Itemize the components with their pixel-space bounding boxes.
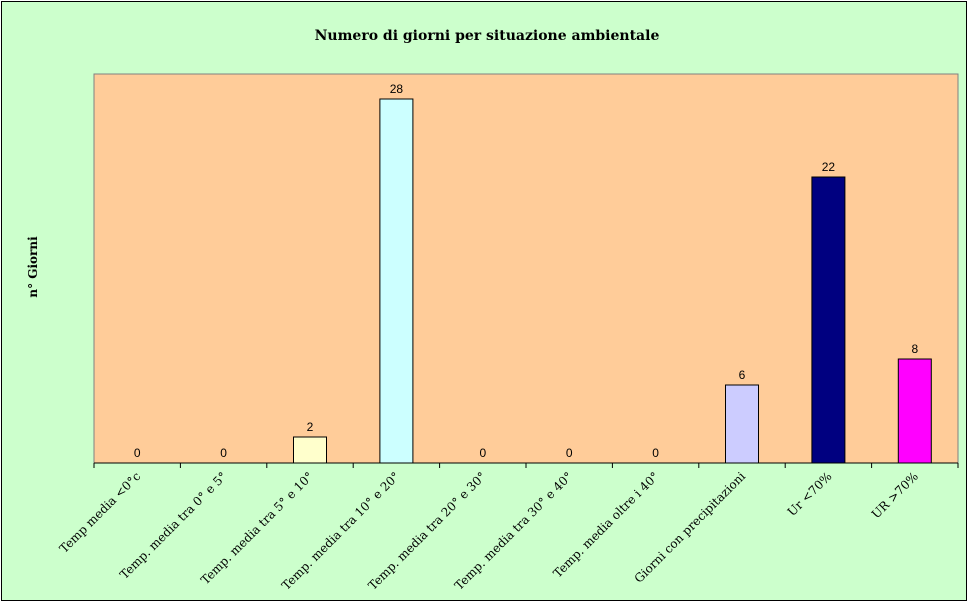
y-axis-label: n° Giorni (26, 236, 40, 298)
bar (897, 358, 932, 464)
data-label: 0 (566, 446, 573, 460)
x-tick-label: Temp media <0°c (57, 469, 144, 556)
chart-title: Numero di giorni per situazione ambienta… (315, 28, 660, 44)
x-tick-label: UR >70% (869, 469, 921, 521)
data-label: 0 (220, 446, 227, 460)
data-label: 8 (911, 342, 918, 356)
data-label: 2 (307, 420, 314, 434)
bar (293, 436, 327, 464)
data-label: 0 (134, 446, 141, 460)
data-label: 28 (390, 82, 404, 96)
data-label: 0 (652, 446, 659, 460)
bar (725, 384, 759, 464)
bar (811, 176, 846, 464)
data-label: 22 (822, 160, 836, 174)
bar (379, 98, 414, 464)
data-label: 6 (739, 368, 746, 382)
data-label: 0 (479, 446, 486, 460)
x-tick-label: Ur <70% (785, 469, 835, 519)
